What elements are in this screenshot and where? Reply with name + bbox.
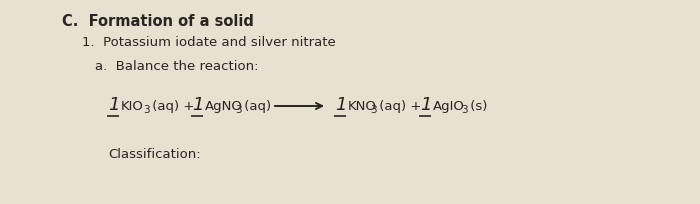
Text: 1: 1 (108, 96, 120, 114)
Text: 1: 1 (335, 96, 346, 114)
Text: 3: 3 (370, 105, 377, 115)
Text: KNO: KNO (348, 100, 377, 113)
Text: KIO: KIO (121, 100, 144, 113)
Text: (s): (s) (466, 100, 487, 113)
Text: C.  Formation of a solid: C. Formation of a solid (62, 14, 254, 29)
Text: 3: 3 (235, 105, 241, 115)
Text: 3: 3 (461, 105, 468, 115)
Text: 1: 1 (192, 96, 204, 114)
Text: (aq) +: (aq) + (375, 100, 421, 113)
Text: 1.  Potassium iodate and silver nitrate: 1. Potassium iodate and silver nitrate (82, 36, 336, 49)
Text: AgIO: AgIO (433, 100, 465, 113)
Text: AgNO: AgNO (205, 100, 243, 113)
Text: Classification:: Classification: (108, 148, 201, 161)
Text: a.  Balance the reaction:: a. Balance the reaction: (95, 60, 258, 73)
Text: 3: 3 (143, 105, 150, 115)
Text: (aq): (aq) (240, 100, 271, 113)
Text: 1: 1 (420, 96, 431, 114)
Text: (aq) +: (aq) + (148, 100, 195, 113)
